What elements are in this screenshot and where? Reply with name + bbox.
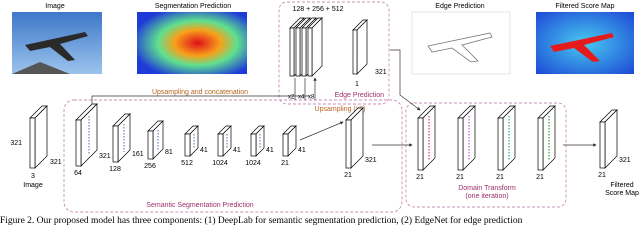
- block-front: [29, 117, 36, 169]
- block-size: 41: [266, 147, 274, 154]
- dt-label: Domain Transform: [458, 185, 516, 192]
- block-size: 161: [132, 151, 144, 158]
- image-label: Filtered Score Map: [555, 3, 614, 10]
- block-channels: 512: [181, 160, 193, 167]
- filtered-plane: [550, 33, 614, 62]
- block-size: 41: [200, 147, 208, 154]
- plane: [25, 32, 88, 61]
- segmentation-image: [137, 12, 247, 74]
- input-channels: 3: [31, 173, 35, 180]
- output-size: 321: [619, 157, 631, 164]
- block-size: 321: [99, 153, 111, 160]
- block-front: [457, 117, 464, 171]
- block-front: [599, 121, 606, 169]
- dt-channels: 21: [456, 174, 464, 181]
- block-size: 321: [365, 157, 377, 164]
- scale: x4: [298, 95, 305, 101]
- scale: x2: [288, 95, 295, 101]
- block-channels: 1024: [245, 160, 261, 167]
- dt-channels: 21: [536, 174, 544, 181]
- block-front: [345, 119, 352, 169]
- block-front: [112, 125, 119, 163]
- input-label: Image: [23, 182, 43, 189]
- block-front: [301, 27, 307, 77]
- block-front: [250, 133, 257, 157]
- segmentation-label: Semantic Segmentation Prediction: [146, 202, 253, 209]
- block-front: [352, 29, 358, 75]
- output-channels: 21: [598, 172, 606, 179]
- block-front: [537, 117, 544, 171]
- figure: Image Segmentation Prediction Edge Predi…: [0, 1, 639, 225]
- upsampling-concat-label: Upsampling and concatenation: [152, 89, 248, 96]
- edgenet-output-channels: 1: [355, 81, 359, 88]
- scale: x8: [308, 95, 315, 101]
- dt-channels: 21: [416, 174, 424, 181]
- block-side: [356, 19, 368, 75]
- edgenet-label: Edge Prediction: [335, 92, 385, 99]
- image-label: Image: [45, 3, 65, 10]
- tower: [12, 62, 70, 74]
- output-label-line: Score Map: [605, 190, 639, 197]
- edge-arrow: [390, 49, 421, 111]
- input-height: 321: [10, 140, 22, 147]
- block-front: [147, 130, 154, 160]
- dt-channels: 21: [496, 174, 504, 181]
- edge-image: [411, 11, 511, 75]
- block-front: [497, 117, 504, 171]
- edge-outline: [427, 32, 493, 63]
- block-channels: 21: [281, 160, 289, 167]
- block-channels: 64: [74, 170, 82, 177]
- block-size: 41: [233, 147, 241, 154]
- edgenet-box: [278, 1, 390, 105]
- output-label: Filtered Score Map: [605, 182, 639, 197]
- output-label-line: Filtered: [610, 182, 633, 189]
- dt-sublabel: (one iteration): [465, 193, 508, 200]
- block-front: [295, 27, 301, 77]
- edgenet-size: 321: [375, 69, 387, 76]
- edgenet-channels: 128 + 256 + 512: [293, 6, 344, 13]
- input-width: 321: [50, 159, 62, 166]
- block-channels: 1024: [212, 160, 228, 167]
- block-side: [311, 17, 323, 77]
- block-front: [217, 133, 224, 157]
- image-label: Segmentation Prediction: [155, 3, 231, 10]
- block-front: [75, 119, 82, 167]
- block-front: [282, 133, 289, 157]
- block-front: [289, 27, 295, 77]
- upsample-arrow: [299, 121, 344, 141]
- block-channels: 21: [344, 172, 352, 179]
- block-front: [307, 27, 313, 77]
- domain-transform-box: [405, 102, 567, 208]
- image-label: Edge Prediction: [435, 3, 485, 10]
- segmentation-box: [63, 99, 403, 213]
- block-front: [184, 133, 191, 157]
- block-front: [417, 117, 424, 171]
- caption: Figure 2. Our proposed model has three c…: [0, 215, 523, 225]
- upsampling-label: Upsampling (x8): [315, 106, 366, 113]
- block-size: 41: [298, 147, 306, 154]
- block-channels: 256: [144, 163, 156, 170]
- block-channels: 128: [109, 166, 121, 173]
- block-size: 81: [165, 149, 173, 156]
